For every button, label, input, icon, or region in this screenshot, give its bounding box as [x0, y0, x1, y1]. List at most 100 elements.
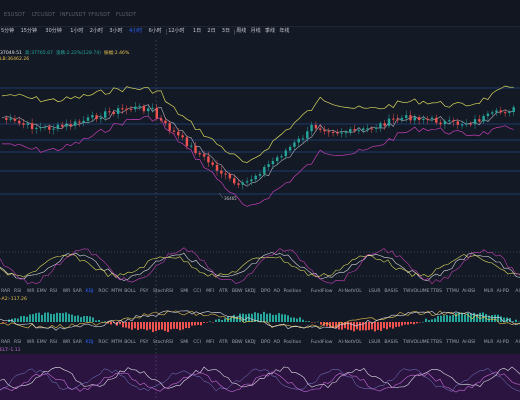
indicator-tab[interactable]: SKDJ [244, 289, 256, 294]
indicator-tab[interactable]: PSY [140, 289, 149, 294]
timeframe-option[interactable]: 季线 [265, 28, 276, 34]
indicator-tab[interactable]: WR [26, 289, 35, 294]
macd-histogram-bar [461, 312, 463, 322]
indicator-tab[interactable]: AI-NetVOL [338, 289, 362, 294]
indicator-tab[interactable]: BBW [231, 340, 243, 345]
indicator-tab[interactable]: DPO [260, 289, 271, 294]
indicator-tab[interactable]: FundFlow [310, 289, 333, 294]
indicator-tab[interactable]: BOLL [124, 289, 136, 294]
indicator-tab[interactable]: LSUR [368, 340, 381, 345]
symbol-tab[interactable]: INFLUSDT [60, 12, 86, 18]
indicator-tab[interactable]: SMI [180, 340, 189, 345]
macd-histogram-bar [347, 322, 349, 330]
indicator-tab[interactable]: AI-FDI [515, 340, 520, 345]
indicator-tab[interactable]: BBW [231, 289, 243, 294]
macd-histogram-bar [197, 322, 199, 325]
indicator-tab[interactable]: MFI [206, 340, 215, 345]
indicator-tab[interactable]: TTMU [446, 289, 460, 294]
indicator-tab[interactable]: EMV [36, 289, 47, 294]
indicator-tab[interactable]: KDJ [85, 289, 94, 294]
indicator-tab[interactable]: ROC [98, 289, 109, 294]
timeframe-option[interactable]: 5分钟 [1, 28, 15, 34]
timeframe-option[interactable]: 周线 [236, 28, 247, 34]
macd-histogram-bar [365, 322, 367, 331]
indicator-tab[interactable]: AI-PD [496, 289, 510, 294]
indicator-tab[interactable]: TTBS [430, 289, 443, 294]
macd-histogram-bar [68, 313, 70, 322]
indicator-tab[interactable]: StochRSI [152, 340, 174, 345]
candle-body [417, 117, 421, 121]
symbol-tab[interactable]: YFIUSDT [88, 12, 111, 18]
timeframe-option[interactable]: 年线 [279, 28, 290, 34]
indicator-tab[interactable]: AI-BSI [462, 289, 476, 294]
timeframe-option[interactable]: 4小时 [129, 28, 143, 34]
bottom-panel-bg [0, 354, 520, 400]
indicator-tab[interactable]: ATR [219, 340, 228, 345]
indicator-tab[interactable]: CCI [193, 340, 201, 345]
indicator-tab[interactable]: TWVOLUME [403, 340, 430, 345]
indicator-tab[interactable]: MTM [111, 289, 123, 294]
indicator-tab[interactable]: DPO [260, 340, 271, 345]
indicator-tab[interactable]: TTBS [430, 340, 443, 345]
timeframe-option[interactable]: 月线 [250, 28, 261, 34]
indicator-tab[interactable]: WR [26, 340, 35, 345]
indicator-tab[interactable]: ATR [219, 289, 228, 294]
indicator-tab[interactable]: Position [283, 340, 302, 345]
indicator-tab[interactable]: RSI [13, 340, 22, 345]
indicator-tab[interactable]: TTMU [446, 340, 460, 345]
indicator-tab[interactable]: PSY [140, 340, 149, 345]
indicator-tab[interactable]: AI-FDI [515, 289, 520, 294]
indicator-tab[interactable]: MLR [483, 289, 494, 294]
indicator-tab[interactable]: SAR [72, 340, 82, 345]
timeframe-option[interactable]: 3日 [221, 28, 230, 34]
indicator-tab[interactable]: FundFlow [310, 340, 333, 345]
timeframe-option[interactable]: 12小时 [168, 28, 185, 34]
symbol-tab[interactable]: FLUSDT [116, 12, 137, 18]
indicator-tab[interactable]: SKDJ [244, 340, 256, 345]
indicator-tab[interactable]: BASIS [384, 340, 398, 345]
indicator-tab[interactable]: RSI [49, 289, 58, 294]
indicator-tab[interactable]: SAR [72, 289, 82, 294]
indicator-tab[interactable]: Position [283, 289, 302, 294]
indicator-tab[interactable]: RAR [1, 289, 11, 294]
indicator-tab[interactable]: BOLL [124, 340, 136, 345]
macd-histogram-bar [299, 317, 301, 322]
indicator-tab[interactable]: AI-BSI [462, 340, 476, 345]
timeframe-option[interactable]: 30分钟 [45, 28, 62, 34]
indicator-tab[interactable]: WR [62, 289, 71, 294]
indicator-tab[interactable]: MFI [206, 289, 215, 294]
indicator-tab[interactable]: LSUR [368, 289, 381, 294]
indicator-tab[interactable]: KDJ [85, 340, 94, 345]
indicator-tab[interactable]: StochRSI [152, 289, 174, 294]
timeframe-option[interactable]: 1日 [193, 28, 202, 34]
indicator-tab[interactable]: WR [62, 340, 71, 345]
indicator-tab[interactable]: MTM [111, 340, 123, 345]
indicator-tab[interactable]: AI-NetVOL [338, 340, 362, 345]
indicator-tab[interactable]: RSI [13, 289, 22, 294]
macd-histogram-bar [317, 321, 319, 323]
indicator-tab[interactable]: TWVOLUME [403, 289, 430, 294]
indicator-tab[interactable]: RAR [1, 340, 11, 345]
timeframe-option[interactable]: 15分钟 [20, 28, 37, 34]
timeframe-option[interactable]: 3小时 [109, 28, 123, 34]
indicator-tab[interactable]: ROC [98, 340, 109, 345]
indicator-tab[interactable]: RSI [49, 340, 58, 345]
symbol-tab[interactable]: LTCUSDT [32, 12, 56, 18]
symbol-tab[interactable]: ESUSDT [4, 12, 26, 18]
indicator-tab[interactable]: AI-PD [496, 340, 510, 345]
candle-body [86, 117, 90, 121]
indicator-tab[interactable]: AO [273, 340, 281, 345]
indicator-tab[interactable]: BASIS [384, 289, 398, 294]
indicator-tab[interactable]: CCI [193, 289, 201, 294]
indicator-tab[interactable]: MLR [483, 340, 494, 345]
indicator-tab[interactable]: EMV [36, 340, 47, 345]
timeframe-option[interactable]: 2日 [207, 28, 216, 34]
indicator-tab[interactable]: AO [273, 289, 281, 294]
indicator-tab[interactable]: SMI [180, 289, 189, 294]
bottom-indicator-line-2 [0, 371, 520, 393]
timeframe-option[interactable]: 6小时 [148, 28, 162, 34]
price-info-value: 37049.51 [0, 51, 22, 56]
timeframe-option[interactable]: 1小时 [70, 28, 84, 34]
timeframe-option[interactable]: 2小时 [89, 28, 103, 34]
